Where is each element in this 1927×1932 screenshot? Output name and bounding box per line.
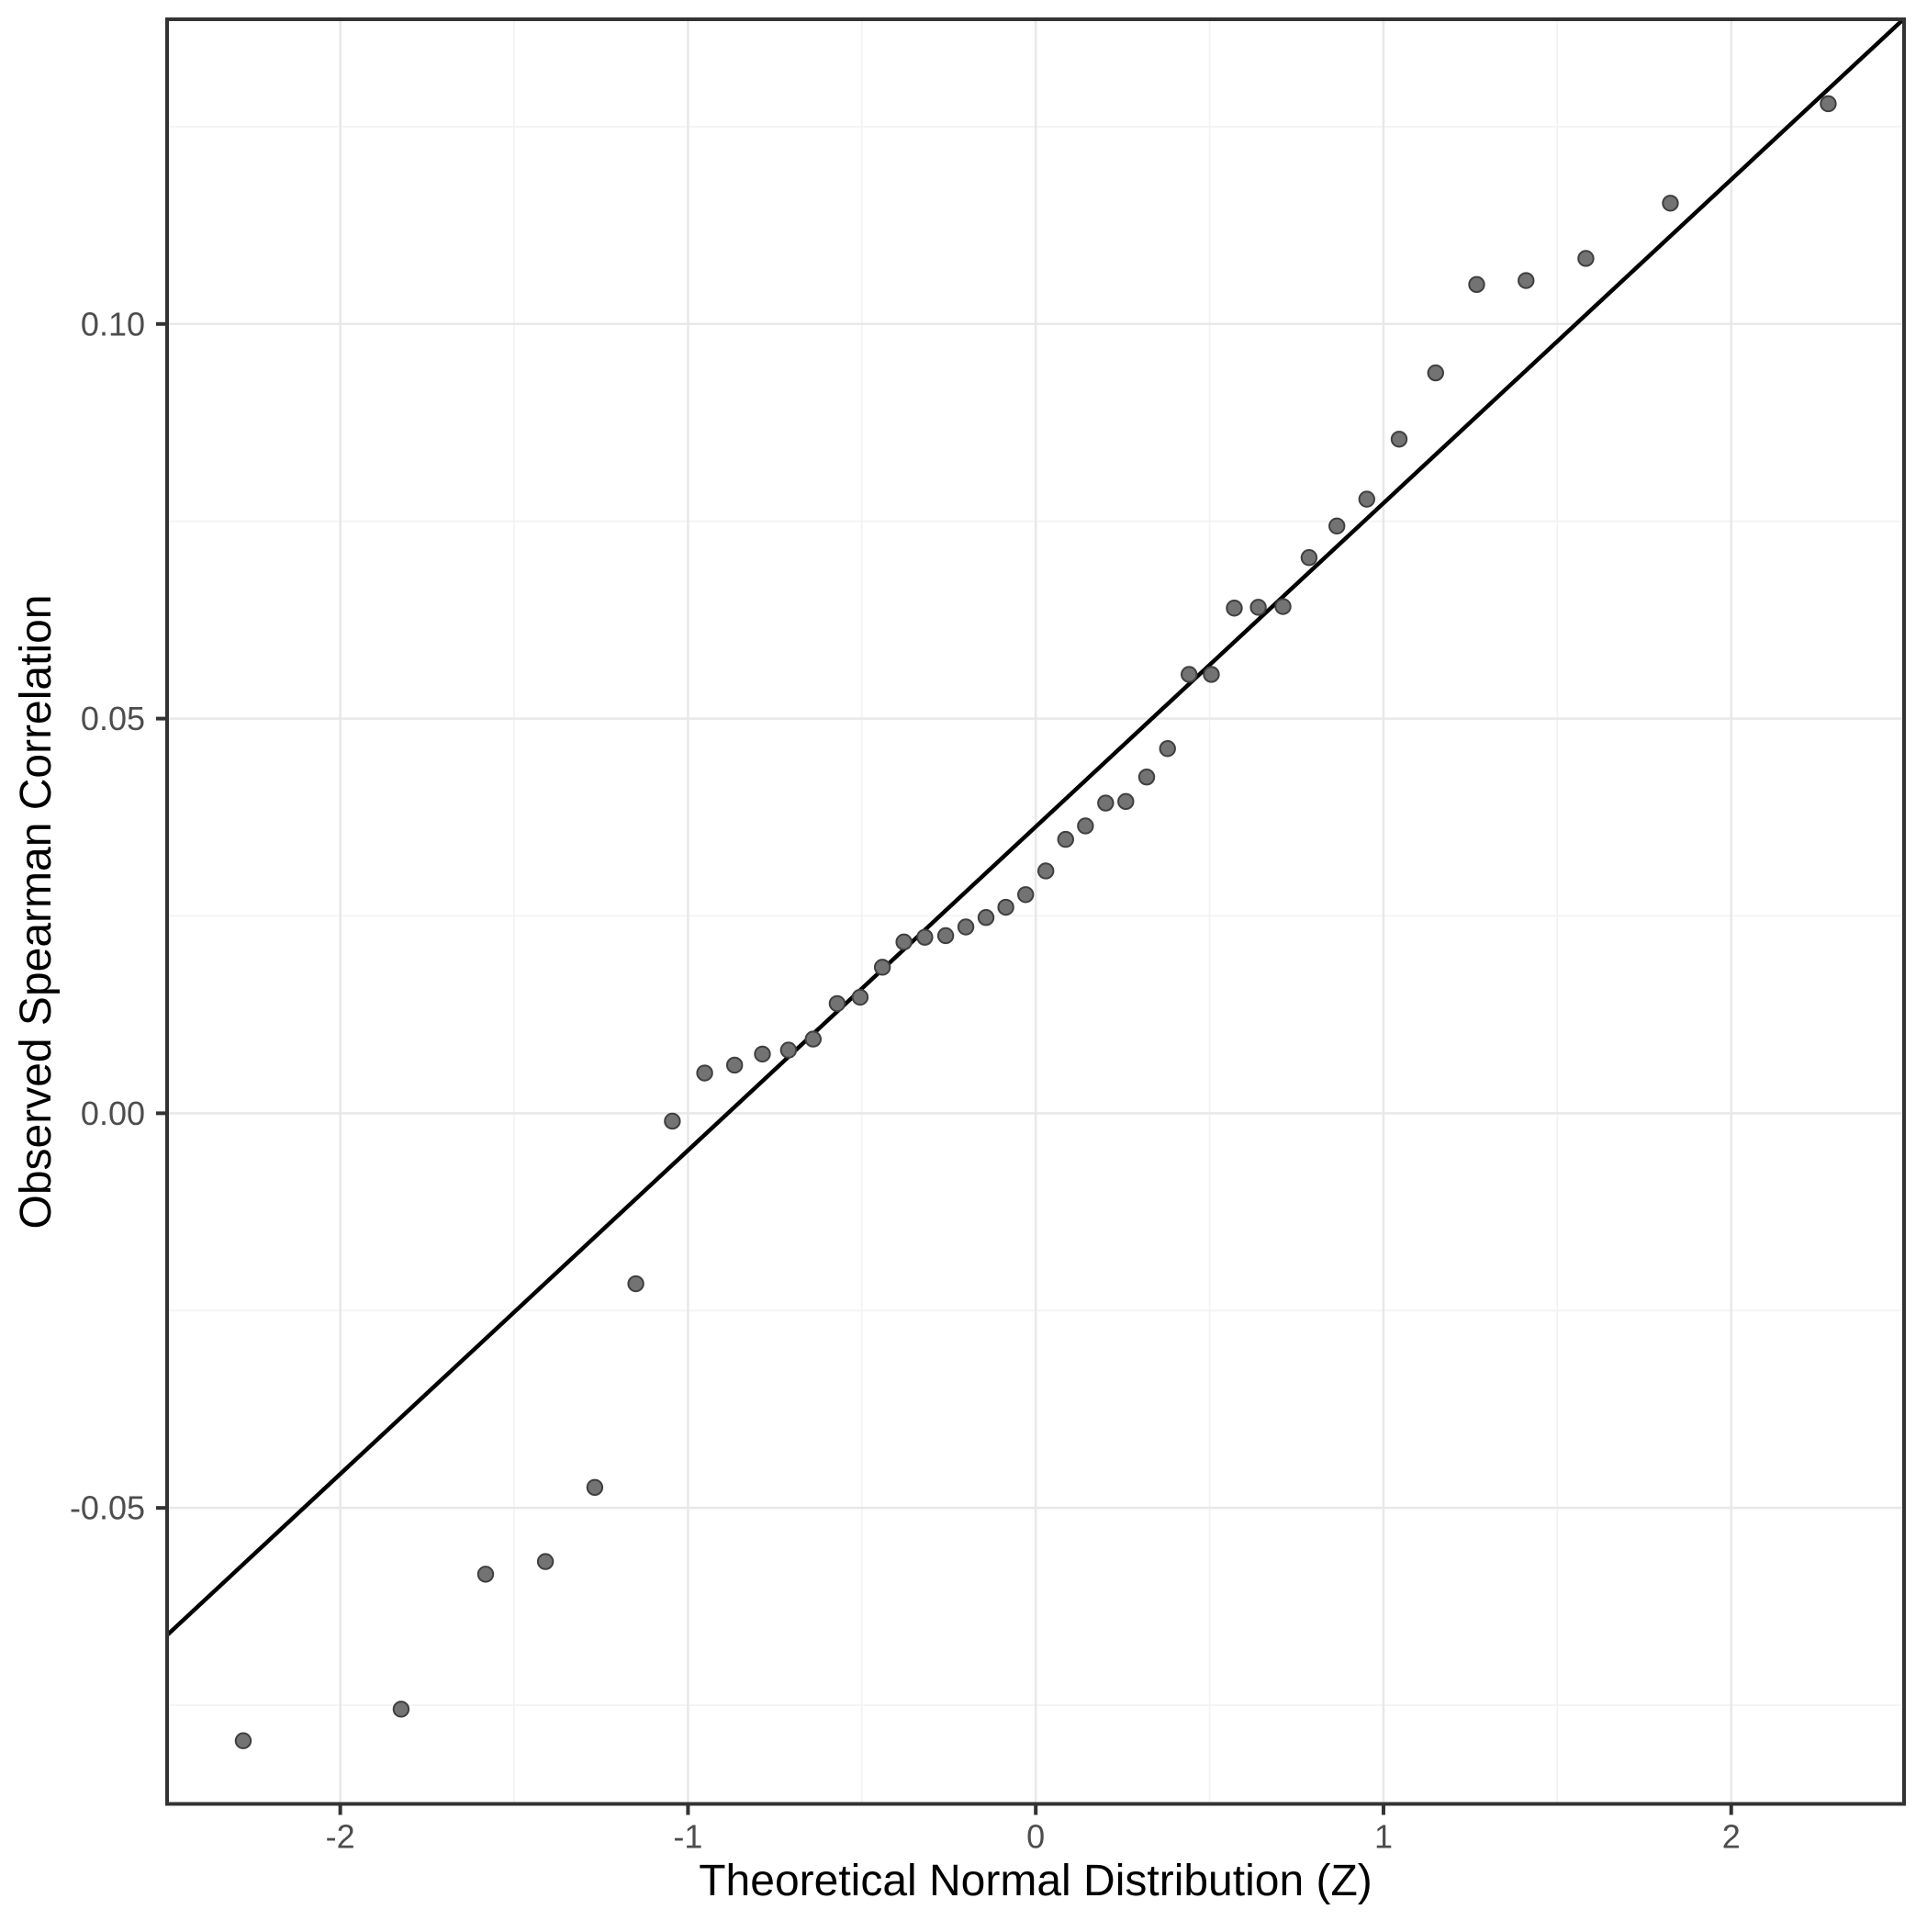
data-point (1036, 862, 1055, 880)
data-point (696, 1064, 713, 1082)
data-point (1390, 431, 1408, 448)
data-point (1300, 549, 1318, 567)
x-tick-label: -2 (326, 1818, 355, 1856)
data-point (1577, 250, 1595, 267)
data-point (957, 918, 975, 936)
data-point (1181, 666, 1198, 683)
data-point (936, 927, 955, 945)
data-point (1820, 95, 1837, 113)
data-point (1226, 600, 1243, 617)
qq-reference-line (167, 19, 1904, 1637)
data-point (1358, 490, 1375, 508)
data-point (234, 1732, 252, 1749)
x-tick-label: 1 (1374, 1818, 1393, 1856)
data-point (1328, 517, 1346, 535)
data-point (536, 1553, 555, 1570)
x-tick-label: 0 (1026, 1818, 1045, 1856)
points-layer (234, 95, 1837, 1749)
x-tick-label: 2 (1722, 1818, 1741, 1856)
data-point (1662, 195, 1679, 212)
data-point (851, 988, 869, 1006)
data-point (1057, 830, 1074, 848)
y-tick-label: 0.10 (81, 305, 145, 343)
data-point (804, 1030, 822, 1048)
data-point (1249, 599, 1267, 616)
data-point (873, 959, 891, 976)
data-point (828, 994, 846, 1013)
data-point (1159, 740, 1176, 758)
y-tick-label: 0.00 (81, 1095, 145, 1132)
grid-major-layer (167, 19, 1904, 1804)
data-point (664, 1112, 681, 1130)
tick-labels-layer: -2 -1 0 1 2 0.10 0.05 0.00 -0.05 (70, 305, 1741, 1855)
data-point (997, 898, 1014, 916)
data-point (1468, 275, 1485, 294)
data-point (1427, 364, 1444, 382)
data-point (895, 933, 913, 951)
data-point (392, 1701, 410, 1718)
y-tick-label: 0.05 (81, 700, 145, 737)
data-point (754, 1045, 771, 1063)
axis-ticks-layer (156, 321, 1733, 1815)
data-point (586, 1478, 604, 1497)
x-tick-label: -1 (673, 1818, 702, 1856)
data-point (1097, 794, 1115, 812)
data-point (1077, 817, 1094, 835)
data-point (1203, 666, 1220, 683)
data-point (627, 1275, 644, 1293)
data-point (916, 928, 934, 946)
data-point (779, 1041, 798, 1059)
reference-line-layer (167, 19, 1904, 1637)
data-point (1137, 768, 1156, 786)
data-point (1017, 886, 1035, 904)
data-point (725, 1056, 744, 1074)
y-tick-label: -0.05 (70, 1489, 145, 1527)
data-point (1518, 272, 1535, 289)
x-axis-title: Theoretical Normal Distribution (Z) (699, 1857, 1372, 1905)
y-axis-title: Observed Spearman Correlation (12, 594, 61, 1229)
data-point (977, 908, 995, 927)
data-point (1274, 598, 1292, 615)
data-point (1117, 792, 1135, 811)
data-point (476, 1566, 495, 1583)
